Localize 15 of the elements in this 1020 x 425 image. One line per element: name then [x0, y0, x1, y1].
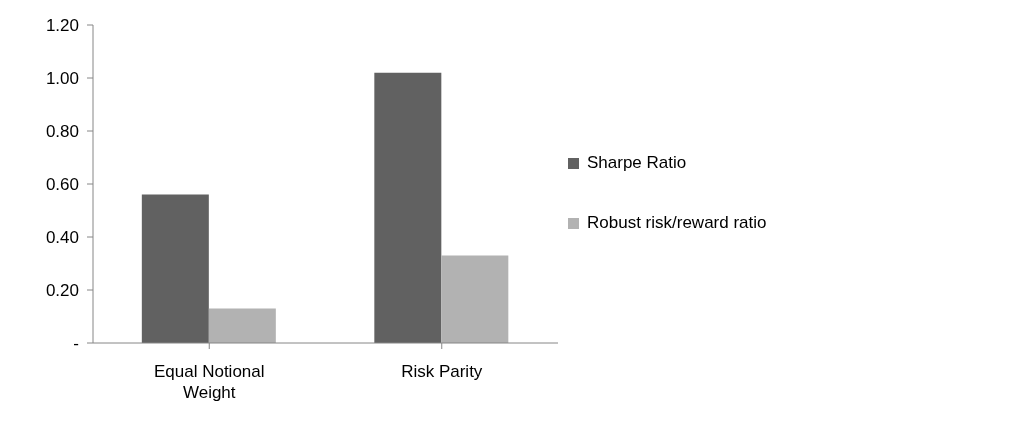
- bar: [208, 308, 276, 343]
- y-tick-label: 0.20: [45, 281, 79, 301]
- bar: [374, 72, 442, 343]
- y-tick-label: 0.80: [45, 122, 79, 142]
- legend-label: Robust risk/reward ratio: [587, 213, 767, 233]
- y-tick-label: 1.00: [45, 69, 79, 89]
- x-tick-label: Risk Parity: [401, 362, 483, 381]
- y-tick-label: -: [73, 334, 79, 354]
- y-tick-label: 0.60: [45, 175, 79, 195]
- x-tick-label: Equal Notional Weight: [153, 362, 265, 402]
- bar: [441, 255, 509, 343]
- legend-label: Sharpe Ratio: [587, 153, 687, 173]
- bar: [141, 194, 209, 343]
- y-tick-label: 1.20: [45, 16, 79, 36]
- y-tick-label: 0.40: [45, 228, 79, 248]
